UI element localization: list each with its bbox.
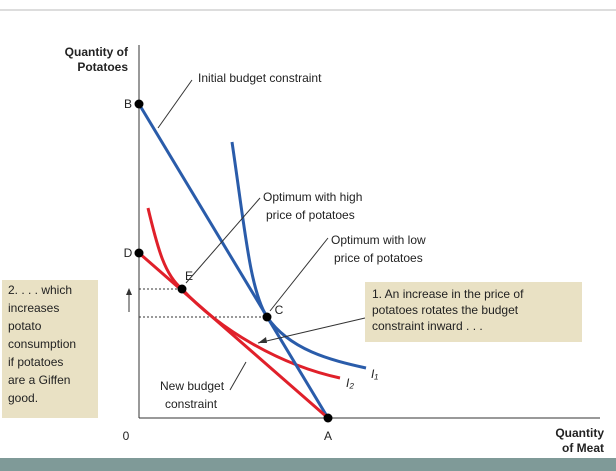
note: increases bbox=[8, 301, 59, 315]
point bbox=[134, 99, 144, 109]
y-label: Potatoes bbox=[77, 60, 128, 74]
point-label: C bbox=[275, 303, 284, 317]
note: are a Giffen bbox=[8, 373, 70, 387]
point bbox=[262, 312, 272, 322]
y-label: Quantity of bbox=[65, 45, 129, 59]
point bbox=[177, 284, 187, 294]
note: if potatoes bbox=[8, 355, 63, 369]
curve-label: I₁ bbox=[371, 367, 378, 381]
point bbox=[134, 248, 144, 258]
note: 2. . . . which bbox=[8, 283, 72, 297]
point-label: D bbox=[124, 246, 133, 260]
note-box bbox=[365, 282, 582, 342]
label: price of potatoes bbox=[266, 208, 355, 222]
note: consumption bbox=[8, 337, 76, 351]
note: potatoes rotates the budget bbox=[372, 303, 519, 317]
origin: 0 bbox=[123, 429, 130, 443]
note: 1. An increase in the price of bbox=[372, 287, 524, 301]
arrowhead bbox=[258, 337, 267, 343]
leader bbox=[229, 361, 247, 391]
leader bbox=[185, 197, 261, 284]
label: Initial budget constraint bbox=[198, 71, 322, 85]
arrowhead bbox=[126, 288, 132, 295]
budget-line bbox=[138, 251, 329, 420]
label: constraint bbox=[165, 397, 218, 411]
note-box bbox=[2, 280, 98, 418]
leader bbox=[157, 79, 193, 129]
x-label: of Meat bbox=[562, 441, 604, 455]
label: Optimum with low bbox=[331, 233, 426, 247]
point-label: B bbox=[124, 97, 132, 111]
bottom-bar bbox=[0, 458, 616, 471]
note: good. bbox=[8, 391, 38, 405]
note: potato bbox=[8, 319, 42, 333]
arrow bbox=[257, 317, 366, 344]
point bbox=[323, 413, 333, 423]
note: constraint inward . . . bbox=[372, 319, 483, 333]
x-label: Quantity bbox=[555, 426, 604, 440]
point-label: E bbox=[185, 269, 193, 283]
label: price of potatoes bbox=[334, 251, 423, 265]
leader bbox=[269, 237, 329, 312]
label: Optimum with high bbox=[263, 190, 362, 204]
label: New budget bbox=[160, 379, 225, 393]
curve-label: I₂ bbox=[346, 376, 354, 390]
budget-line bbox=[137, 103, 330, 419]
point-label: A bbox=[324, 429, 332, 443]
